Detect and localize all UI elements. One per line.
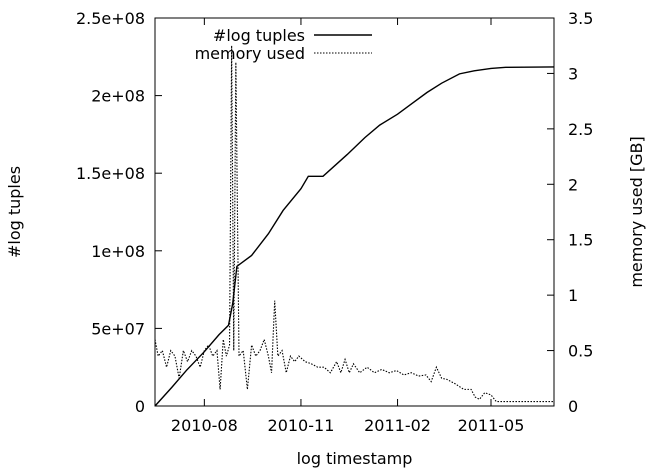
plot-frame — [154, 17, 555, 407]
y-left-tick-label: 2.5e+08 — [76, 9, 145, 28]
y-right-tick-label: 3 — [568, 64, 578, 83]
y-right-tick-label: 2.5 — [568, 120, 593, 139]
y-left-tick-label: 1.5e+08 — [76, 164, 145, 183]
plot-area — [154, 17, 555, 407]
axes: 0 5e+07 1e+08 1.5e+08 2e+08 2.5e+08 0 0.5 1 1.5 2 2… — [76, 9, 594, 435]
series-line-1 — [154, 45, 554, 403]
y-axis-left-title: #log tuples — [5, 166, 24, 258]
y-right-tick-label: 2 — [568, 175, 578, 194]
series-line-0 — [154, 66, 555, 407]
x-tick-label: 2010-08 — [171, 416, 238, 435]
series-layer — [154, 45, 555, 407]
y-right-tick-label: 0 — [568, 397, 578, 416]
legend-label-1: memory used — [195, 44, 305, 63]
x-axis-title: log timestamp — [297, 449, 413, 468]
y-left-tick-label: 0 — [135, 397, 145, 416]
y-right-tick-label: 3.5 — [568, 9, 593, 28]
y-right-tick-label: 1 — [568, 286, 578, 305]
y-left-tick-label: 5e+07 — [91, 319, 145, 338]
x-tick-label: 2011-05 — [458, 416, 525, 435]
x-tick-label: 2011-02 — [364, 416, 431, 435]
y-right-tick-label: 0.5 — [568, 342, 593, 361]
y-axis-right-title: memory used [GB] — [627, 136, 646, 287]
y-left-tick-label: 2e+08 — [91, 87, 145, 106]
y-left-tick-label: 1e+08 — [91, 242, 145, 261]
y-right-tick-label: 1.5 — [568, 231, 593, 250]
legend-label-0: #log tuples — [213, 26, 305, 45]
x-tick-label: 2010-11 — [268, 416, 335, 435]
